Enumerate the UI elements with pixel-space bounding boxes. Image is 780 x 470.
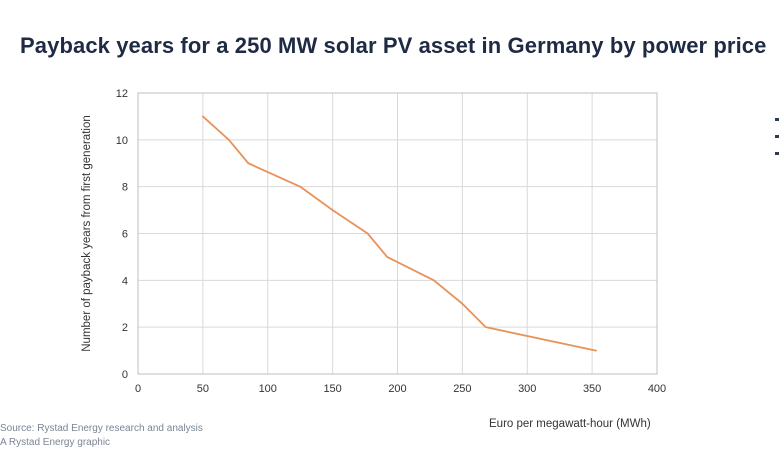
plot-border: [137, 92, 658, 375]
x-tick-label: 100: [259, 383, 277, 395]
credit-note: A Rystad Energy graphic: [0, 437, 111, 448]
grid-lines: [137, 92, 658, 375]
y-tick-label: 10: [116, 135, 128, 147]
y-tick-label: 8: [122, 182, 128, 194]
x-tick-labels: 0 50 100 150 200 250 300 350 400: [135, 383, 666, 395]
y-tick-label: 2: [122, 322, 128, 334]
chart-title: Payback years for a 250 MW solar PV asse…: [20, 33, 767, 58]
x-tick-label: 300: [518, 383, 536, 395]
y-tick-labels: 0 2 4 6 8 10 12: [116, 88, 128, 381]
x-tick-label: 50: [197, 383, 209, 395]
source-note: Source: Rystad Energy research and analy…: [0, 423, 203, 434]
y-tick-label: 12: [116, 88, 128, 100]
x-axis-label: Euro per megawatt-hour (MWh): [489, 418, 651, 430]
x-tick-label: 350: [583, 383, 601, 395]
y-axis-label: Number of payback years from first gener…: [81, 115, 93, 352]
x-tick-label: 400: [648, 383, 666, 395]
y-tick-label: 6: [122, 229, 128, 241]
x-tick-label: 0: [135, 383, 141, 395]
y-tick-label: 4: [122, 275, 128, 287]
x-tick-label: 200: [388, 383, 406, 395]
plot-frame: [137, 92, 658, 375]
cropped-legend-marks: [775, 118, 780, 169]
y-tick-label: 0: [122, 369, 128, 381]
x-tick-label: 250: [453, 383, 471, 395]
series-layer: [201, 115, 597, 352]
x-tick-label: 150: [323, 383, 341, 395]
